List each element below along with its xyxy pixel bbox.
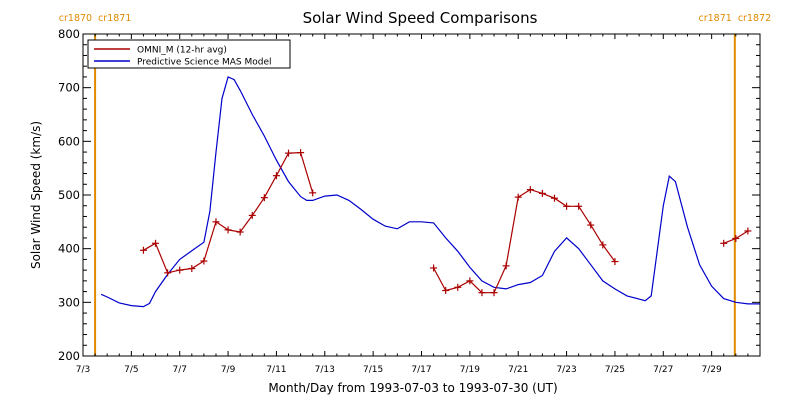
x-tick-label: 7/3: [76, 365, 90, 375]
x-tick-label: 7/23: [556, 365, 576, 375]
chart-title: Solar Wind Speed Comparisons: [303, 9, 538, 27]
legend-box: [87, 39, 291, 69]
x-tick-label: 7/9: [221, 365, 236, 375]
y-tick-label: 800: [58, 27, 80, 41]
omni-point: [442, 287, 450, 295]
omni-point: [152, 239, 160, 247]
x-axis-title: Month/Day from 1993-07-03 to 1993-07-30 …: [268, 381, 557, 395]
omni-point: [538, 189, 546, 197]
x-tick-label: 7/21: [508, 365, 528, 375]
legend-label: OMNI_M (12-hr avg): [137, 46, 227, 56]
omni-point: [176, 266, 184, 274]
omni-point: [200, 257, 208, 265]
series-lines: [100, 76, 760, 308]
omni-point: [575, 202, 583, 210]
omni-point: [212, 218, 220, 226]
omni-point: [599, 241, 607, 249]
omni-point: [248, 211, 256, 219]
x-tick-label: 7/17: [411, 365, 431, 375]
omni-point: [139, 246, 147, 254]
omni-line: [143, 151, 314, 274]
omni-point: [732, 234, 740, 242]
x-tick-label: 7/7: [172, 365, 186, 375]
omni-point: [236, 228, 244, 236]
omni-point: [478, 289, 486, 297]
omni-point: [297, 149, 305, 157]
plot-area-frame: [82, 33, 761, 357]
x-tick-label: 7/13: [315, 365, 335, 375]
omni-point: [550, 194, 558, 202]
x-tick-label: 7/25: [605, 365, 625, 375]
omni-point: [611, 258, 619, 266]
omni-point: [430, 264, 438, 272]
omni-point: [526, 186, 534, 194]
mas-model-line: [100, 76, 760, 308]
carrington-label: cr1871: [699, 13, 732, 24]
omni-point: [502, 262, 510, 270]
x-tick-label: 7/5: [124, 365, 138, 375]
x-tick-label: 7/27: [653, 365, 673, 375]
x-tick-label: 7/11: [266, 365, 286, 375]
omni-point: [272, 172, 280, 180]
omni-line: [433, 188, 616, 294]
omni-point: [466, 277, 474, 285]
omni-point: [309, 189, 317, 197]
y-tick-label: 200: [58, 349, 80, 363]
y-axis-title: Solar Wind Speed (km/s): [29, 121, 43, 269]
omni-point: [587, 221, 595, 229]
carrington-label: cr1871: [98, 13, 131, 24]
x-tick-label: 7/15: [363, 365, 383, 375]
omni-point: [563, 202, 571, 210]
y-tick-label: 500: [58, 188, 80, 202]
omni-point: [744, 227, 752, 235]
y-tick-label: 600: [58, 134, 80, 148]
y-tick-label: 300: [58, 295, 80, 309]
omni-point: [164, 269, 172, 277]
omni-point: [188, 265, 196, 273]
legend: OMNI_M (12-hr avg) Predictive Science MAS…: [87, 39, 291, 69]
y-tick-label: 700: [58, 81, 80, 95]
omni-point: [260, 194, 268, 202]
omni-point: [454, 283, 462, 291]
axis-ticks: 7/3 7/5 7/7 7/9 7/11 7/13 7/15 7/17 7/19 7/21 7/23…: [58, 27, 760, 375]
omni-point: [720, 239, 728, 247]
y-tick-label: 400: [58, 242, 80, 256]
carrington-label: cr1870: [59, 13, 92, 24]
carrington-label: cr1872: [738, 13, 771, 24]
omni-point: [490, 289, 498, 297]
legend-label: Predictive Science MAS Model: [137, 58, 272, 68]
omni-point: [285, 149, 293, 157]
x-tick-label: 7/19: [460, 365, 480, 375]
omni-point: [224, 226, 232, 234]
x-tick-label: 7/29: [702, 365, 722, 375]
omni-point: [514, 193, 522, 201]
